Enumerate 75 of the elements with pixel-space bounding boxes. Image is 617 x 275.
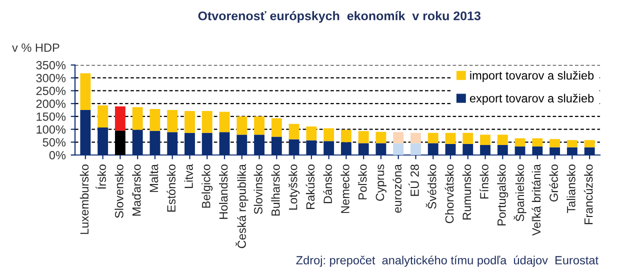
y-tick-label: 100% — [36, 125, 66, 134]
bar — [288, 124, 300, 140]
x-tick-label: Bulharsko — [271, 164, 280, 216]
x-tick-label: Litva — [184, 164, 193, 188]
y-tick-label: 150% — [36, 112, 66, 121]
x-tick-label: Grécko — [549, 164, 558, 202]
x-tick-label: EÚ 28 — [408, 164, 419, 196]
y-tick-label: 200% — [36, 100, 66, 108]
bar — [376, 132, 386, 144]
bar — [340, 130, 352, 142]
bar — [114, 106, 126, 131]
x-tick-label: Dánsko — [323, 164, 332, 204]
x-tick-label: Poľsko — [358, 164, 367, 200]
bar — [324, 128, 334, 142]
chart-title: Otvorenosť európskych ekonomík v roku 2013 — [198, 11, 480, 23]
bar — [184, 111, 195, 133]
bar — [550, 139, 560, 148]
bar — [532, 138, 543, 147]
bar — [271, 118, 282, 137]
y-tick-label: 250% — [36, 86, 66, 96]
x-tick-label: Slovinsko — [254, 164, 262, 214]
y-tick-label: 350% — [36, 61, 66, 70]
x-tick-label: Nemecko — [340, 164, 350, 213]
bar — [428, 132, 438, 144]
bar — [358, 131, 369, 144]
bar — [410, 132, 421, 144]
x-tick-label: Maďarsko — [132, 164, 141, 216]
x-tick-label: Belgicko — [202, 164, 213, 208]
bar — [167, 110, 178, 132]
x-tick-label: Holandsko — [219, 164, 228, 219]
bar — [236, 116, 248, 135]
bar — [393, 132, 404, 144]
bar — [584, 140, 595, 148]
x-tick-label: Rumunsko — [462, 164, 472, 220]
x-tick-label: eurozóna — [392, 164, 402, 213]
y-tick-label: 50% — [42, 138, 66, 147]
x-tick-label: Slovensko — [114, 164, 124, 218]
bar — [410, 143, 421, 155]
x-tick-label: Luxembursko — [80, 164, 89, 234]
bar — [445, 132, 456, 144]
y-tick-label: 0% — [49, 151, 66, 160]
x-tick-label: Francúzsko — [584, 164, 593, 224]
legend-label: import tovarov a služieb — [470, 70, 594, 82]
bar — [462, 132, 474, 144]
x-tick-label: Chorvátsko — [444, 164, 454, 224]
bar — [497, 134, 508, 145]
bar — [306, 126, 317, 140]
x-tick-label: Lotyšsko — [288, 164, 300, 210]
bar — [566, 140, 578, 148]
x-tick-label: Španielsko — [514, 164, 526, 222]
bar — [219, 112, 230, 132]
bar — [80, 73, 91, 110]
bar — [202, 111, 212, 133]
x-tick-label: Fínsko — [480, 164, 488, 198]
text: Zdroj: prepočet analytického tímu podľa údajov Eurostat — [296, 256, 598, 267]
x-tick-label: Švédsko — [426, 164, 436, 209]
x-tick-label: Veľká británia — [532, 164, 541, 236]
x-tick-label: Portugalsko — [497, 164, 508, 226]
bar — [480, 134, 490, 145]
bar — [98, 105, 108, 128]
x-tick-label: Malta — [149, 164, 158, 192]
x-tick-label: Írsko — [96, 164, 106, 189]
x-tick-label: Cyprus — [376, 164, 386, 201]
bar — [393, 143, 404, 155]
y-tick-label: 300% — [36, 74, 66, 82]
x-tick-label: Taliansko — [566, 164, 576, 213]
x-tick-label: Estónsko — [166, 164, 176, 212]
y-axis-title: v % HDP — [12, 44, 60, 52]
bar — [132, 107, 143, 130]
bar — [150, 108, 160, 131]
legend-label: export tovarov a služieb — [470, 94, 594, 105]
x-tick-label: Česká republika — [236, 164, 248, 248]
bar — [514, 138, 526, 147]
x-tick-label: Rakúsko — [306, 164, 315, 209]
bar — [254, 116, 264, 135]
